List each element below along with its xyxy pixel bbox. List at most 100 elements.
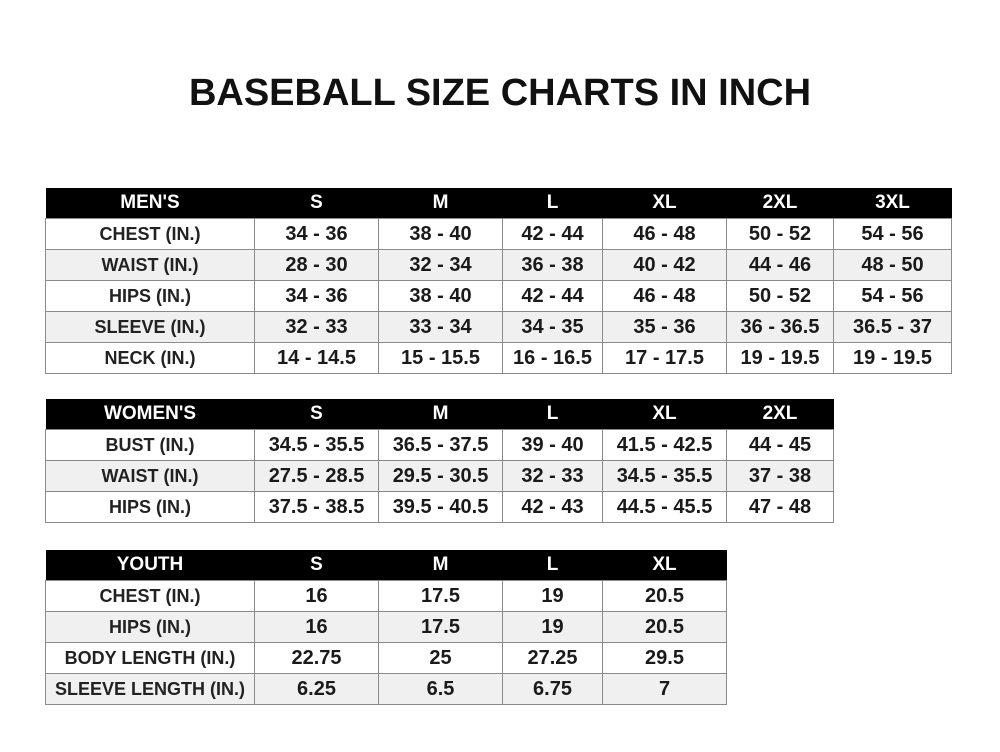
- header-row: MEN'S S M L XL 2XL 3XL: [45, 188, 952, 219]
- header-row: WOMEN'S S M L XL 2XL: [45, 399, 834, 430]
- size-value: 17.5: [378, 611, 503, 643]
- size-value: 16: [254, 580, 379, 612]
- size-column-header: M: [378, 399, 503, 430]
- page-title: BASEBALL SIZE CHARTS IN INCH: [188, 72, 812, 114]
- table-row: CHEST (IN.) 34 - 36 38 - 40 42 - 44 46 - 48 5…: [45, 218, 952, 250]
- size-value: 34.5 - 35.5: [602, 460, 727, 492]
- size-value: 19 - 19.5: [726, 342, 834, 374]
- size-value: 44 - 46: [726, 249, 834, 281]
- size-value: 33 - 34: [378, 311, 503, 343]
- table-title: WOMEN'S: [45, 399, 255, 430]
- table-title: MEN'S: [45, 188, 255, 219]
- size-value: 39 - 40: [502, 429, 603, 461]
- size-value: 17.5: [378, 580, 503, 612]
- size-value: 42 - 43: [502, 491, 603, 523]
- size-value: 27.25: [502, 642, 603, 674]
- mens-size-table: MEN'S S M L XL 2XL 3XL CHEST (IN.) 34 - 36 38 - 4…: [45, 188, 952, 374]
- size-value: 38 - 40: [378, 218, 503, 250]
- size-value: 46 - 48: [602, 218, 727, 250]
- size-value: 40 - 42: [602, 249, 727, 281]
- size-value: 36.5 - 37: [833, 311, 952, 343]
- table-title: YOUTH: [45, 550, 255, 581]
- size-value: 14 - 14.5: [254, 342, 379, 374]
- size-column-header: M: [378, 550, 503, 581]
- table-row: SLEEVE (IN.) 32 - 33 33 - 34 34 - 35 35 - 36…: [45, 311, 952, 343]
- measurement-label: HIPS (IN.): [45, 491, 255, 523]
- size-value: 20.5: [602, 611, 727, 643]
- size-value: 32 - 33: [254, 311, 379, 343]
- measurement-label: WAIST (IN.): [45, 460, 255, 492]
- size-value: 35 - 36: [602, 311, 727, 343]
- size-value: 29.5: [602, 642, 727, 674]
- size-column-header: S: [254, 399, 379, 430]
- size-value: 44.5 - 45.5: [602, 491, 727, 523]
- size-value: 16 - 16.5: [502, 342, 603, 374]
- size-value: 7: [602, 673, 727, 705]
- size-value: 34 - 36: [254, 218, 379, 250]
- size-column-header: XL: [602, 550, 727, 581]
- youth-size-table: YOUTH S M L XL CHEST (IN.) 16 17.5 19 20.5 HIPS (I…: [45, 550, 727, 705]
- size-value: 50 - 52: [726, 280, 834, 312]
- size-value: 32 - 34: [378, 249, 503, 281]
- size-value: 36.5 - 37.5: [378, 429, 503, 461]
- measurement-label: SLEEVE LENGTH (IN.): [45, 673, 255, 705]
- size-column-header: 2XL: [726, 399, 834, 430]
- size-value: 6.75: [502, 673, 603, 705]
- size-column-header: L: [502, 188, 603, 219]
- table-row: NECK (IN.) 14 - 14.5 15 - 15.5 16 - 16.5 17 …: [45, 342, 952, 374]
- measurement-label: CHEST (IN.): [45, 218, 255, 250]
- size-value: 20.5: [602, 580, 727, 612]
- measurement-label: WAIST (IN.): [45, 249, 255, 281]
- size-value: 36 - 38: [502, 249, 603, 281]
- size-value: 28 - 30: [254, 249, 379, 281]
- size-value: 19: [502, 611, 603, 643]
- size-value: 6.5: [378, 673, 503, 705]
- size-column-header: M: [378, 188, 503, 219]
- size-value: 42 - 44: [502, 280, 603, 312]
- size-value: 17 - 17.5: [602, 342, 727, 374]
- size-value: 46 - 48: [602, 280, 727, 312]
- measurement-label: NECK (IN.): [45, 342, 255, 374]
- measurement-label: CHEST (IN.): [45, 580, 255, 612]
- size-value: 16: [254, 611, 379, 643]
- measurement-label: HIPS (IN.): [45, 280, 255, 312]
- size-value: 19 - 19.5: [833, 342, 952, 374]
- size-value: 41.5 - 42.5: [602, 429, 727, 461]
- table-row: CHEST (IN.) 16 17.5 19 20.5: [45, 580, 727, 612]
- size-value: 47 - 48: [726, 491, 834, 523]
- table-row: HIPS (IN.) 34 - 36 38 - 40 42 - 44 46 - 48 50…: [45, 280, 952, 312]
- measurement-label: BUST (IN.): [45, 429, 255, 461]
- size-column-header: 2XL: [726, 188, 834, 219]
- womens-size-table: WOMEN'S S M L XL 2XL BUST (IN.) 34.5 - 35.5 36.5…: [45, 399, 834, 523]
- table-row: HIPS (IN.) 16 17.5 19 20.5: [45, 611, 727, 643]
- size-value: 50 - 52: [726, 218, 834, 250]
- size-value: 54 - 56: [833, 218, 952, 250]
- table-row: HIPS (IN.) 37.5 - 38.5 39.5 - 40.5 42 - 43 4…: [45, 491, 834, 523]
- measurement-label: SLEEVE (IN.): [45, 311, 255, 343]
- size-value: 22.75: [254, 642, 379, 674]
- size-value: 29.5 - 30.5: [378, 460, 503, 492]
- measurement-label: HIPS (IN.): [45, 611, 255, 643]
- size-value: 39.5 - 40.5: [378, 491, 503, 523]
- size-value: 36 - 36.5: [726, 311, 834, 343]
- size-value: 37 - 38: [726, 460, 834, 492]
- size-value: 6.25: [254, 673, 379, 705]
- size-column-header: S: [254, 550, 379, 581]
- size-value: 42 - 44: [502, 218, 603, 250]
- size-value: 38 - 40: [378, 280, 503, 312]
- size-column-header: L: [502, 399, 603, 430]
- measurement-label: BODY LENGTH (IN.): [45, 642, 255, 674]
- size-column-header: L: [502, 550, 603, 581]
- size-value: 32 - 33: [502, 460, 603, 492]
- size-value: 34 - 35: [502, 311, 603, 343]
- table-row: BODY LENGTH (IN.) 22.75 25 27.25 29.5: [45, 642, 727, 674]
- size-value: 37.5 - 38.5: [254, 491, 379, 523]
- table-row: BUST (IN.) 34.5 - 35.5 36.5 - 37.5 39 - 40 4…: [45, 429, 834, 461]
- size-column-header: XL: [602, 399, 727, 430]
- size-value: 44 - 45: [726, 429, 834, 461]
- header-row: YOUTH S M L XL: [45, 550, 727, 581]
- size-column-header: 3XL: [833, 188, 952, 219]
- size-column-header: XL: [602, 188, 727, 219]
- size-value: 48 - 50: [833, 249, 952, 281]
- size-value: 34 - 36: [254, 280, 379, 312]
